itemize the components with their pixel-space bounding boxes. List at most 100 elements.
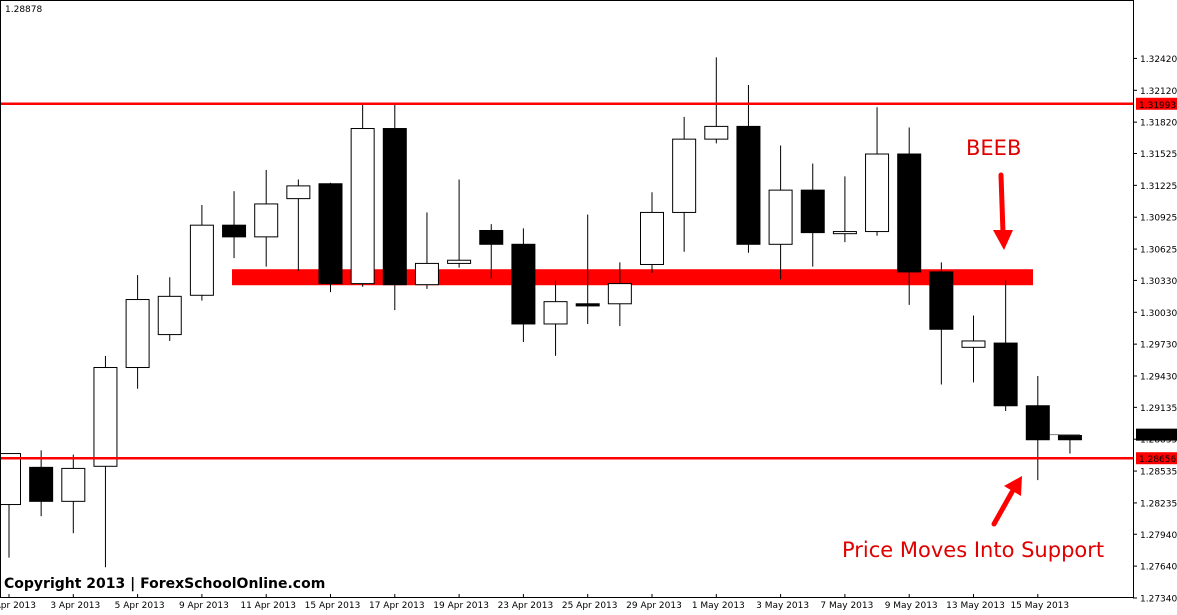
candle-body: [672, 138, 697, 213]
candle: [189, 204, 214, 301]
candle-body: [479, 229, 504, 245]
current-price-tag: [1136, 428, 1177, 441]
candle-body: [800, 189, 825, 234]
x-tick-label: 7 May 2013: [820, 601, 873, 611]
candle-body: [736, 125, 761, 245]
x-tick-label: 23 Apr 2013: [498, 601, 554, 611]
support-price-label: 1.28656: [1139, 455, 1176, 465]
candle: [61, 454, 86, 534]
candle-body: [318, 183, 343, 285]
x-tick-label: 1 May 2013: [692, 601, 745, 611]
annotation-top: BEEB: [966, 136, 1021, 160]
y-tick-label: 1.29430: [1140, 373, 1177, 383]
candle-body: [511, 243, 536, 325]
candle-body: [1025, 405, 1050, 441]
candle-body: [254, 203, 279, 238]
candle-body: [286, 185, 311, 200]
y-tick-label: 1.28235: [1140, 499, 1177, 509]
candle-body: [350, 128, 375, 285]
candle: [125, 275, 150, 389]
candle: [1025, 376, 1050, 481]
candle-body: [543, 301, 568, 325]
candle: [93, 355, 118, 568]
candle: [286, 179, 311, 271]
candle-body: [1057, 434, 1082, 441]
candle-body: [768, 189, 793, 245]
y-tick-label: 1.30925: [1140, 214, 1177, 224]
x-tick-label: 25 Apr 2013: [562, 601, 618, 611]
y-tick-label: 1.32120: [1140, 87, 1177, 97]
candle: [575, 214, 600, 324]
x-tick-label: 3 Apr 2013: [50, 601, 100, 611]
x-tick-label: 15 Apr 2013: [305, 601, 361, 611]
y-tick-label: 1.27640: [1140, 563, 1177, 573]
candle-body: [157, 295, 182, 336]
candle-body: [832, 231, 857, 235]
candle: [1057, 434, 1082, 454]
candle: [865, 107, 890, 236]
candle: [222, 191, 247, 259]
candle: [704, 57, 729, 144]
candle-body: [865, 153, 890, 233]
arrow-down-icon: [993, 172, 1013, 250]
y-tick-label: 1.31820: [1140, 119, 1177, 129]
x-axis: 1 Apr 2013 3 Apr 2013 5 Apr 2013 9 Apr 2013…: [0, 594, 1069, 611]
candle: [414, 212, 439, 289]
candle-body: [189, 224, 214, 296]
candle: [672, 116, 697, 252]
x-tick-label: 17 Apr 2013: [369, 601, 425, 611]
candles-layer: [0, 57, 1082, 568]
candle-body: [993, 342, 1018, 407]
candle: [254, 169, 279, 267]
candle-body: [704, 125, 729, 140]
candle-body: [93, 367, 118, 467]
candle-body: [447, 259, 472, 264]
y-tick-label: 1.27940: [1140, 531, 1177, 541]
x-tick-label: 3 May 2013: [756, 601, 809, 611]
candle: [736, 84, 761, 253]
levels-layer: 1.31993 1.28656 1.28878: [0, 97, 1177, 465]
candle: [768, 145, 793, 280]
x-tick-label: 19 Apr 2013: [433, 601, 489, 611]
y-tick-label: 1.30030: [1140, 309, 1177, 319]
candle: [832, 176, 857, 243]
x-tick-label: 5 Apr 2013: [115, 601, 165, 611]
copyright-text: Copyright 2013 | ForexSchoolOnline.com: [4, 576, 325, 592]
x-tick-label: 9 Apr 2013: [179, 601, 229, 611]
y-tick-label: 1.31525: [1140, 150, 1177, 160]
arrow-up-icon: [991, 476, 1022, 527]
x-tick-label: 11 Apr 2013: [240, 601, 296, 611]
candle: [29, 450, 54, 517]
candle: [318, 182, 343, 293]
candle: [961, 315, 986, 383]
candle: [479, 224, 504, 279]
candle: [897, 127, 922, 305]
candle: [543, 280, 568, 356]
candle-body: [0, 453, 21, 506]
y-axis: 1.32420 1.32120 1.31820 1.31525 1.31225 1.309…: [1133, 55, 1177, 605]
support-price-tag: [1136, 452, 1177, 465]
y-tick-label: 1.29135: [1140, 404, 1177, 414]
candle-body: [222, 224, 247, 238]
candle-body: [382, 128, 407, 286]
candle: [447, 179, 472, 268]
y-tick-label: 1.28535: [1140, 468, 1177, 478]
y-tick-label: 1.32420: [1140, 55, 1177, 65]
current-price-label: 1.28878: [1139, 432, 1176, 442]
x-tick-label: 13 May 2013: [946, 601, 1005, 611]
candle: [157, 277, 182, 341]
candle: [382, 103, 407, 311]
candle-body: [961, 340, 986, 348]
candle: [800, 163, 825, 267]
candle-body: [897, 153, 922, 273]
candle-body: [414, 262, 439, 286]
x-tick-label: 15 May 2013: [1010, 601, 1069, 611]
plot-frame: [0, 0, 1134, 598]
y-tick-label: 1.28835: [1140, 436, 1177, 446]
y-tick-label: 1.30625: [1140, 246, 1177, 256]
candle: [350, 103, 375, 287]
resistance-price-label: 1.31993: [1139, 101, 1176, 111]
candle-body: [61, 467, 86, 502]
annotation-bottom: Price Moves Into Support: [842, 538, 1104, 562]
